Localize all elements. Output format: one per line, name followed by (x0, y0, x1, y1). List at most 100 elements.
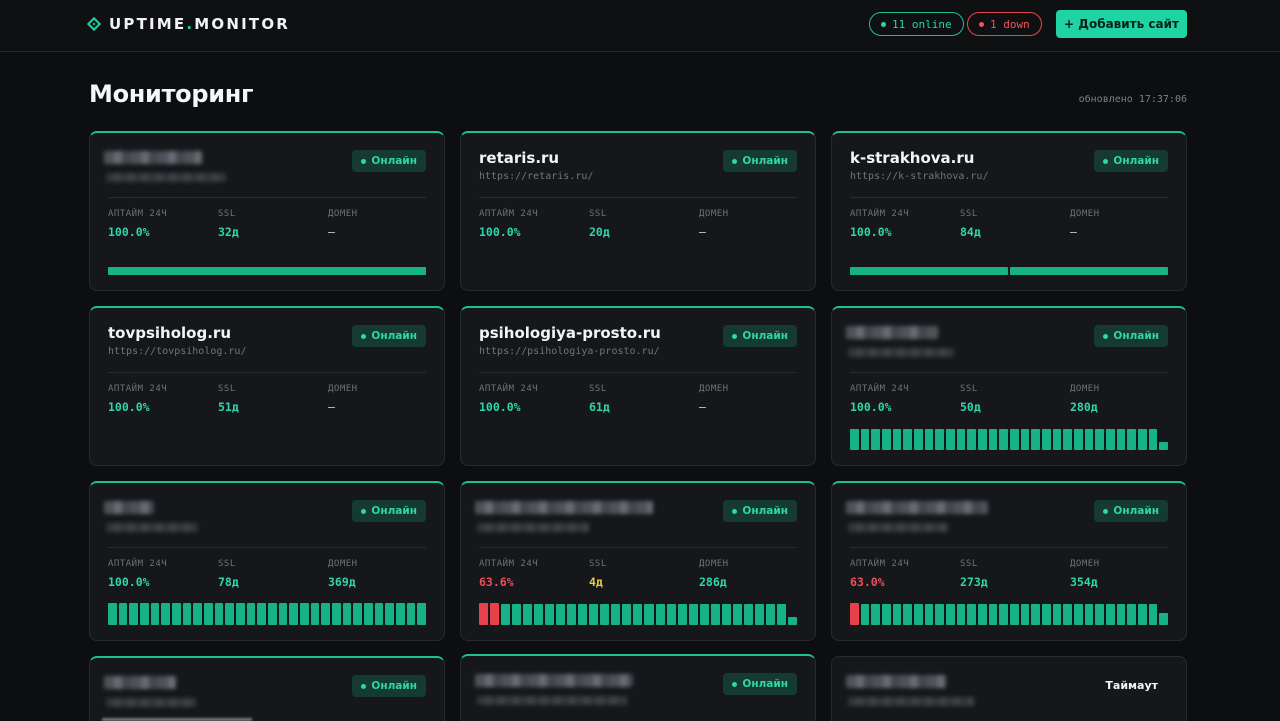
ssl-metric: SSL 273д (960, 559, 988, 589)
uptime-history-bar (924, 429, 934, 450)
site-name-redacted (104, 501, 154, 514)
divider (850, 197, 1168, 198)
site-card[interactable]: tovpsiholog.ru https://tovpsiholog.ru/ О… (89, 306, 445, 466)
uptime-history-bar (236, 603, 245, 625)
uptime-metric: АПТАЙМ 24Ч 100.0% (479, 384, 539, 414)
site-name-redacted (846, 675, 946, 688)
site-url[interactable]: https://retaris.ru/ (479, 171, 594, 182)
uptime-history-bar (882, 429, 891, 450)
uptime-history-bar (1138, 604, 1147, 625)
uptime-history-bar (882, 604, 891, 625)
uptime-history-bar (246, 603, 256, 625)
status-dot-icon (361, 508, 367, 514)
uptime-history (108, 603, 427, 625)
site-card[interactable]: k-strakhova.ru https://k-strakhova.ru/ О… (831, 131, 1187, 291)
uptime-history-bar (225, 603, 235, 625)
site-card[interactable]: Онлайн АПТАЙМ 24Ч 100.0% SSL 32д ДОМЕН — (89, 131, 445, 291)
uptime-history-bar (1010, 267, 1168, 275)
domain-metric: ДОМЕН — (328, 209, 358, 239)
site-card[interactable]: Онлайн АПТАЙМ 24Ч 100.0% SSL 78д ДОМЕН 369д (89, 481, 445, 641)
site-card[interactable]: Онлайн АПТАЙМ 24Ч 63.6% SSL 4д ДОМЕН 286д (460, 481, 816, 641)
status-badge: Онлайн (352, 150, 426, 172)
status-badge: Онлайн (1094, 325, 1168, 347)
uptime-history-bar (903, 429, 913, 450)
uptime-history-bar (490, 603, 500, 625)
divider (479, 547, 797, 548)
status-badge: Онлайн (1094, 150, 1168, 172)
site-url-redacted (106, 173, 226, 182)
uptime-history (108, 267, 426, 275)
app-logo[interactable]: UPTIME.MONITOR (86, 15, 290, 33)
site-name-redacted (104, 151, 202, 164)
uptime-history-bar (787, 617, 797, 625)
uptime-history-bar (1127, 604, 1137, 625)
uptime-history-bar (1116, 604, 1126, 625)
site-card[interactable]: psihologiya-prosto.ru https://psihologiy… (460, 306, 816, 466)
uptime-history-bar (860, 429, 870, 450)
site-url-redacted (477, 696, 627, 705)
uptime-history-bar (310, 603, 320, 625)
uptime-history-bar (396, 603, 405, 625)
uptime-history-bar (321, 603, 331, 625)
uptime-metric: АПТАЙМ 24Ч 100.0% (108, 209, 168, 239)
uptime-history-bar (1095, 429, 1105, 450)
site-url[interactable]: https://tovpsiholog.ru/ (108, 346, 247, 357)
uptime-history-bar (1084, 429, 1094, 450)
site-name-redacted (475, 501, 653, 514)
uptime-history-bar (732, 604, 742, 625)
uptime-history-bar (1052, 429, 1062, 450)
diamond-logo-icon (86, 16, 102, 32)
uptime-history-bar (204, 603, 213, 625)
uptime-history-bar (1063, 429, 1073, 450)
uptime-metric: АПТАЙМ 24Ч 100.0% (850, 209, 910, 239)
online-count-badge[interactable]: 11 online (869, 12, 964, 36)
uptime-history-bar (556, 604, 566, 625)
status-dot-icon (732, 158, 738, 164)
site-url-redacted (106, 523, 198, 532)
site-url[interactable]: https://psihologiya-prosto.ru/ (479, 346, 660, 357)
add-site-button[interactable]: + Добавить сайт (1056, 10, 1187, 38)
uptime-history-bar (956, 604, 966, 625)
site-url-redacted (477, 523, 589, 532)
site-card[interactable]: Онлайн АПТАЙМ 24Ч 100.0% SSL 50д ДОМЕН 280д (831, 306, 1187, 466)
uptime-history-bar (871, 604, 881, 625)
down-count-label: 1 down (990, 17, 1030, 31)
uptime-history-bar (545, 604, 555, 625)
site-name: retaris.ru (479, 149, 560, 167)
site-card[interactable]: Онлайн (460, 654, 816, 721)
uptime-history-bar (688, 604, 698, 625)
page-title: Мониторинг (89, 80, 254, 108)
ssl-metric: SSL 84д (960, 209, 981, 239)
uptime-history-bar (1042, 429, 1051, 450)
site-card[interactable]: Онлайн (89, 656, 445, 721)
uptime-history-bar (1010, 604, 1019, 625)
divider (850, 547, 1168, 548)
site-card[interactable]: Онлайн АПТАЙМ 24Ч 63.0% SSL 273д ДОМЕН 354д (831, 481, 1187, 641)
uptime-history-bar (129, 603, 139, 625)
status-dot-icon (732, 681, 738, 687)
uptime-history-bar (1148, 604, 1158, 625)
domain-metric: ДОМЕН — (1070, 209, 1100, 239)
uptime-metric: АПТАЙМ 24Ч 63.0% (850, 559, 910, 589)
uptime-history-bar (967, 429, 977, 450)
blurred-line (102, 718, 252, 721)
site-name: tovpsiholog.ru (108, 324, 232, 342)
down-count-badge[interactable]: 1 down (967, 12, 1042, 36)
divider (108, 197, 426, 198)
ssl-metric: SSL 61д (589, 384, 610, 414)
ssl-metric: SSL 51д (218, 384, 239, 414)
status-dot-icon (732, 508, 738, 514)
status-badge: Онлайн (723, 673, 797, 695)
status-dot-icon (1103, 158, 1109, 164)
uptime-history-bar (108, 267, 426, 275)
uptime-history-bar (1138, 429, 1147, 450)
site-card[interactable]: retaris.ru https://retaris.ru/ Онлайн АП… (460, 131, 816, 291)
uptime-history-bar (611, 604, 621, 625)
uptime-metric: АПТАЙМ 24Ч 100.0% (850, 384, 910, 414)
status-badge: Онлайн (723, 500, 797, 522)
uptime-history-bar (850, 267, 1008, 275)
uptime-history-bar (385, 603, 395, 625)
site-card[interactable]: Таймаут (831, 656, 1187, 721)
divider (108, 372, 426, 373)
site-url[interactable]: https://k-strakhova.ru/ (850, 171, 989, 182)
